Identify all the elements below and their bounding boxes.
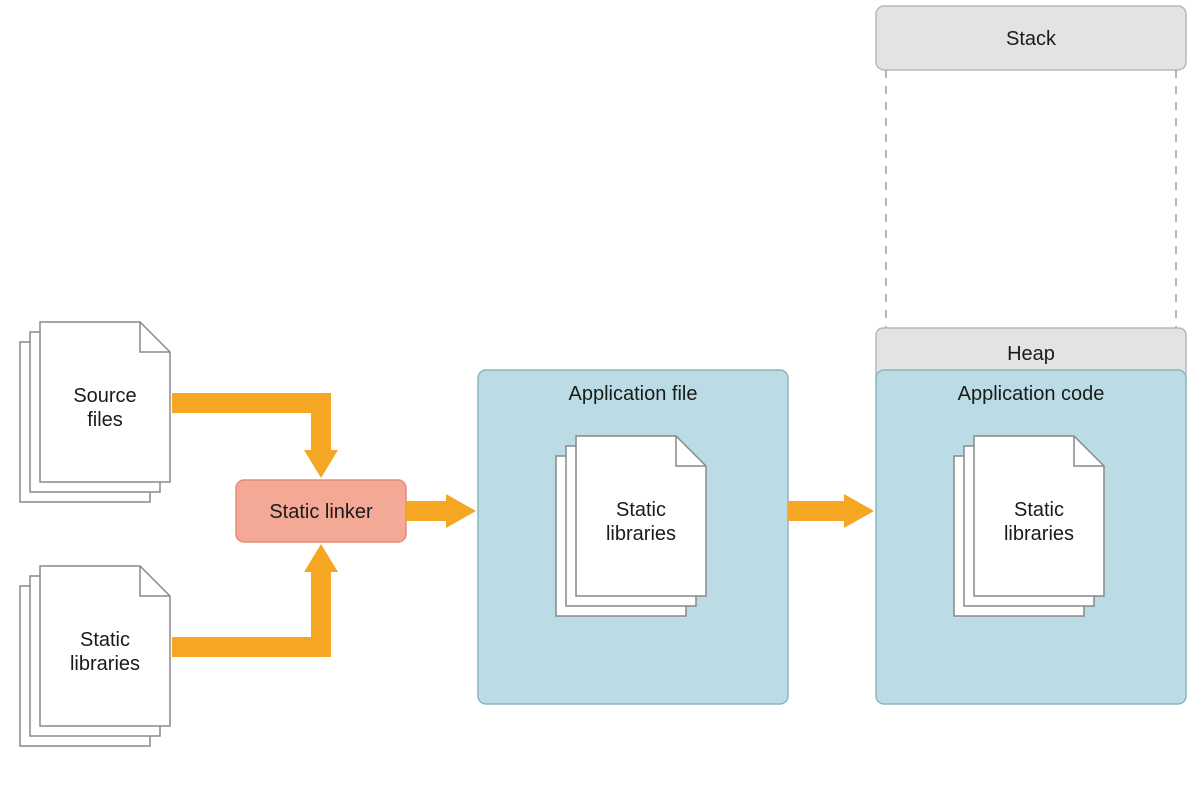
static-linking-diagram: Stack Heap Application code Static libra… (0, 0, 1194, 804)
stack-box: Stack (876, 6, 1186, 70)
static-linker-label: Static linker (269, 501, 373, 523)
app-code-label: Application code (958, 383, 1105, 405)
static-libs-docs: Static libraries (20, 566, 170, 746)
app-file-docs-label-1: Static (616, 499, 666, 521)
arrow-linker-to-appfile (406, 494, 476, 528)
source-files-label-2: files (87, 409, 123, 431)
static-linker-box: Static linker (236, 480, 406, 542)
app-file-label: Application file (569, 383, 698, 405)
source-files-docs: Source files (20, 322, 170, 502)
arrow-appfile-to-appcode (788, 494, 874, 528)
app-code-docs: Static libraries (954, 436, 1104, 616)
app-code-docs-label-1: Static (1014, 499, 1064, 521)
static-libs-label-1: Static (80, 629, 130, 651)
heap-label: Heap (1007, 343, 1055, 365)
static-libs-label-2: libraries (70, 653, 140, 675)
app-file-docs-label-2: libraries (606, 523, 676, 545)
stack-label: Stack (1006, 28, 1057, 50)
source-files-label-1: Source (73, 385, 136, 407)
app-file-docs: Static libraries (556, 436, 706, 616)
arrow-libs-to-linker (172, 544, 338, 647)
app-code-docs-label-2: libraries (1004, 523, 1074, 545)
arrow-source-to-linker (172, 403, 338, 478)
